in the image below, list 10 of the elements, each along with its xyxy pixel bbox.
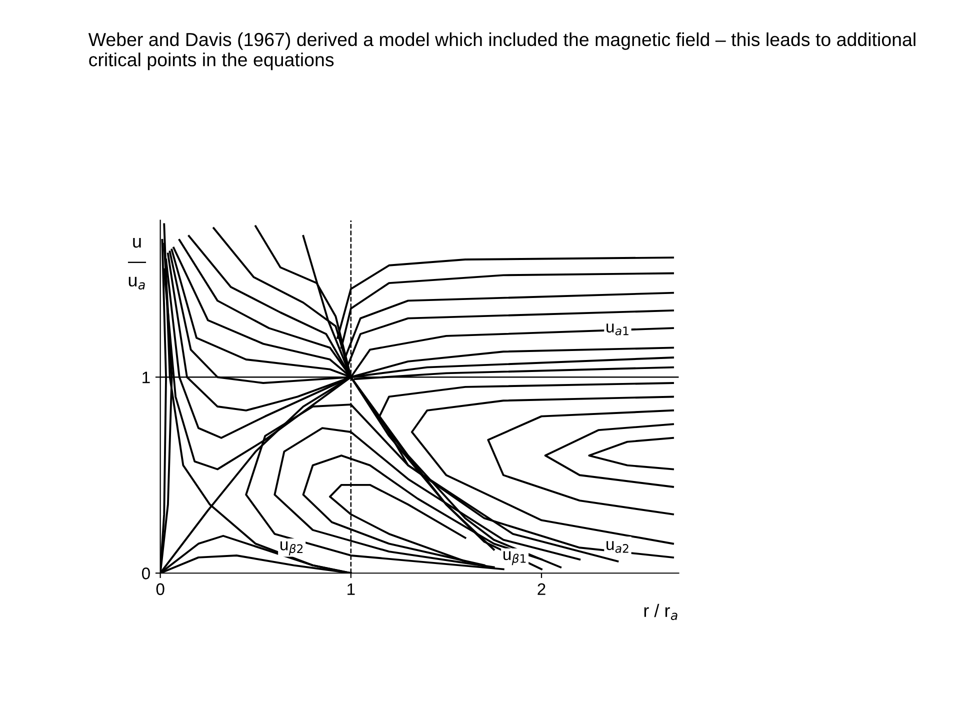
- x-axis-title: r / r$_{a}$: [644, 604, 678, 620]
- x-tick-label: 0: [156, 583, 164, 596]
- y-axis-title: u — u$_{a}$: [128, 238, 146, 290]
- annotation: u$_{β1}$: [503, 551, 526, 566]
- x-tick-label: 1: [348, 583, 355, 595]
- annotation: u$_{a1}$: [606, 324, 628, 336]
- x-tick-label: 2: [538, 583, 546, 595]
- annotation: u$_{β2}$: [280, 541, 303, 556]
- chart-title: Weber and Davis (1967) derived a model which included the magnetic field – this leads to additional critical points in the equations: [88, 32, 916, 70]
- annotation: u$_{a2}$: [606, 541, 628, 553]
